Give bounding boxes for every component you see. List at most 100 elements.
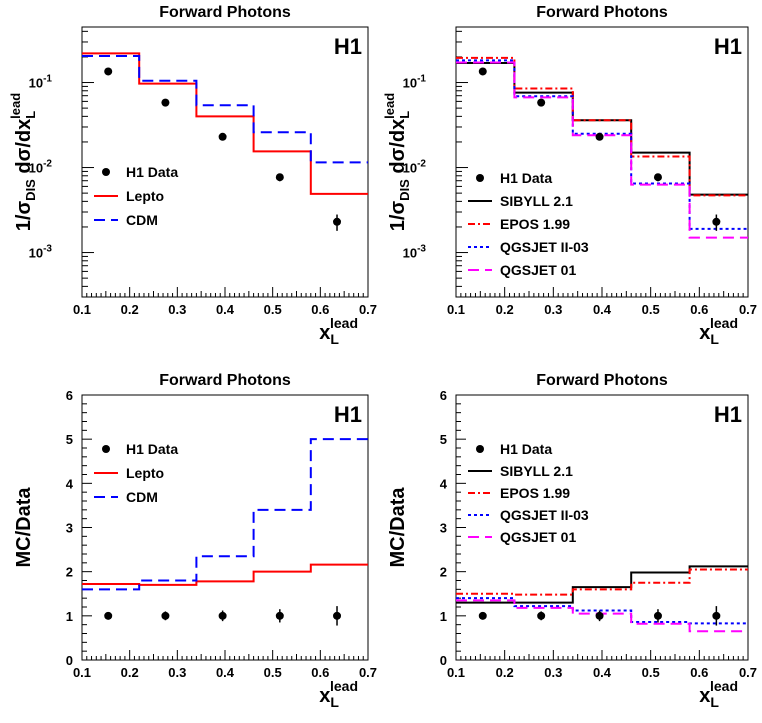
- x-tick-label: 0.5: [642, 302, 660, 317]
- legend-label: SIBYLL 2.1: [500, 463, 573, 479]
- x-axis-label-sub: L: [330, 694, 339, 710]
- chart-title: Forward Photons: [536, 4, 668, 21]
- x-tick-label: 0.4: [593, 302, 612, 317]
- data-point: [104, 67, 113, 76]
- y-label-sub: L: [23, 111, 38, 119]
- x-axis: 0.1 0.2 0.3 0.4 0.5 0.6 0.7: [447, 287, 757, 317]
- y-tick-base: 10: [403, 161, 417, 176]
- x-tick-label: 0.7: [359, 302, 377, 317]
- x-tick-label: 0.5: [642, 665, 660, 680]
- legend-label: EPOS 1.99: [500, 485, 570, 501]
- y-tick-label: 0: [440, 653, 447, 668]
- x-tick-label: 0.1: [73, 302, 91, 317]
- legend: H1 Data Lepto CDM: [94, 164, 178, 228]
- y-tick-label: 5: [66, 432, 73, 447]
- y-tick-exponent: -3: [417, 244, 426, 255]
- legend-marker-data: [102, 168, 110, 176]
- x-tick-label: 0.2: [496, 665, 514, 680]
- x-tick-label: 0.6: [690, 302, 708, 317]
- x-tick-label: 0.6: [311, 665, 329, 680]
- plot-frame: [455, 394, 749, 661]
- y-tick-label: 4: [66, 476, 74, 491]
- y-tick-label: 4: [440, 476, 448, 491]
- legend-marker-data: [102, 445, 110, 453]
- x-axis-label-sub: L: [710, 694, 719, 710]
- x-tick-label: 0.1: [447, 665, 465, 680]
- y-tick-label: 6: [440, 388, 447, 403]
- h1-badge: H1: [714, 402, 742, 427]
- plot-frame: [81, 394, 369, 661]
- data-point: [537, 611, 546, 620]
- x-tick-label: 0.2: [121, 665, 139, 680]
- legend-label: QGSJET 01: [500, 529, 576, 545]
- x-axis-label: xLlead: [699, 315, 738, 347]
- y-label-sub: DIS: [397, 179, 412, 201]
- y-tick-label: 2: [66, 565, 73, 580]
- y-tick-base: 10: [29, 161, 43, 176]
- x-axis-label-sup: lead: [330, 678, 358, 694]
- data-point: [595, 132, 604, 141]
- data-point: [275, 173, 284, 182]
- y-axis-label: 1/σDIS dσ/dxLlead: [8, 93, 38, 231]
- x-tick-label: 0.4: [593, 665, 612, 680]
- y-label-part: 1/σ: [387, 201, 409, 232]
- legend: H1 Data SIBYLL 2.1 EPOS 1.99 QGSJET II-03 QG…: [468, 441, 589, 545]
- series-epos-1-99: [456, 56, 748, 197]
- x-tick-label: 0.7: [739, 665, 757, 680]
- data-point: [478, 611, 487, 620]
- series-lepto: [82, 52, 368, 195]
- x-axis-label-sub: L: [330, 331, 339, 347]
- y-label-part: dσ/dx: [13, 119, 35, 179]
- series-qgsjet-01: [456, 61, 748, 239]
- y-label-part: 1/σ: [13, 201, 35, 232]
- x-axis: 0.1 0.2 0.3 0.4 0.5 0.6 0.7: [447, 650, 757, 680]
- y-label-sub: DIS: [23, 179, 38, 201]
- legend: H1 Data Lepto CDM: [94, 441, 178, 505]
- legend-label: H1 Data: [126, 164, 178, 180]
- x-tick-label: 0.2: [496, 302, 514, 317]
- x-tick-label: 0.7: [359, 665, 377, 680]
- data-point: [104, 611, 113, 620]
- chart-title: Forward Photons: [159, 4, 291, 21]
- x-axis-label-main: x: [699, 322, 710, 344]
- legend-label: QGSJET 01: [500, 262, 576, 278]
- x-tick-label: 0.5: [264, 302, 282, 317]
- x-axis-label: xLlead: [319, 315, 358, 347]
- data-point: [712, 217, 721, 226]
- y-tick-base: 10: [29, 76, 43, 91]
- y-tick-base: 10: [29, 246, 43, 261]
- data-point: [537, 98, 546, 107]
- data-point: [653, 173, 662, 182]
- data-point: [333, 611, 342, 620]
- x-tick-label: 0.1: [447, 302, 465, 317]
- legend-label: CDM: [126, 212, 158, 228]
- data-point: [161, 98, 170, 107]
- y-tick-label: 2: [440, 565, 447, 580]
- data-point: [653, 611, 662, 620]
- y-tick-exponent: -1: [43, 74, 52, 85]
- y-tick-exponent: -2: [417, 159, 426, 170]
- y-tick-exponent: -3: [43, 244, 52, 255]
- plot-frame: [455, 26, 749, 298]
- y-tick-label: 1: [66, 609, 73, 624]
- y-tick-label: 10-2: [403, 159, 427, 176]
- data-point: [478, 67, 487, 76]
- legend-label: H1 Data: [126, 441, 178, 457]
- y-tick-label: 10-3: [403, 244, 427, 261]
- legend: H1 Data SIBYLL 2.1 EPOS 1.99 QGSJET II-03 QG…: [468, 170, 589, 278]
- legend-marker-data: [476, 174, 484, 182]
- y-tick-base: 10: [403, 246, 417, 261]
- series-cdm: [82, 438, 368, 591]
- data-point: [218, 132, 227, 141]
- x-tick-label: 0.5: [264, 665, 282, 680]
- x-axis-label: xLlead: [319, 678, 358, 710]
- h1-badge: H1: [714, 34, 742, 59]
- y-label-part: dσ/dx: [387, 119, 409, 179]
- x-axis: 0.1 0.2 0.3 0.4 0.5 0.6 0.7: [73, 287, 377, 317]
- data-point: [275, 611, 284, 620]
- chart-panel-1: Forward Photons 0.1 0.2 0.3 0.4 0.5 0.6 0.7xLle…: [8, 4, 377, 347]
- data-point: [218, 611, 227, 620]
